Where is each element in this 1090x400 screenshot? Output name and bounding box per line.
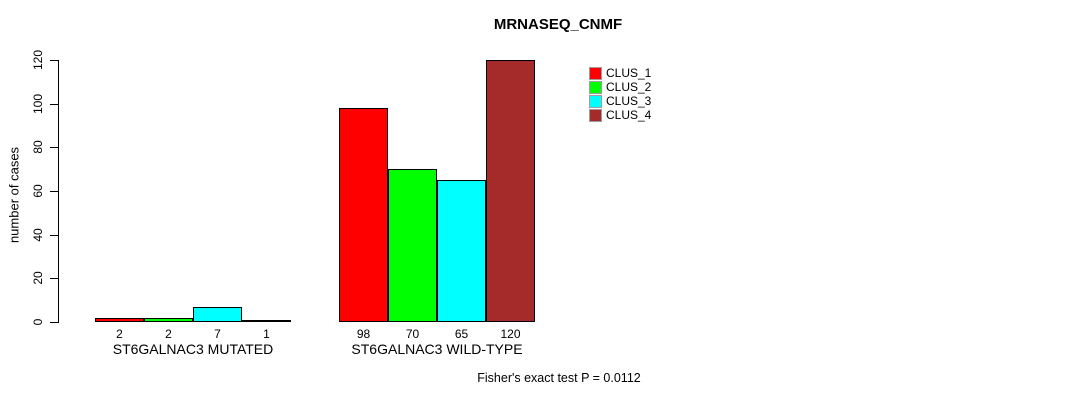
bar-clus_1-group1 bbox=[95, 318, 144, 322]
chart-title: MRNASEQ_CNMF bbox=[493, 16, 623, 33]
y-tick-mark bbox=[50, 147, 58, 149]
legend-label: CLUS_2 bbox=[606, 80, 652, 94]
bar-value-label: 1 bbox=[263, 327, 270, 341]
y-tick-mark bbox=[50, 191, 58, 192]
legend-swatch-icon bbox=[589, 81, 602, 94]
bar-value-label: 7 bbox=[214, 327, 221, 341]
bar-value-label: 2 bbox=[165, 327, 172, 341]
bar-clus_3-group1 bbox=[193, 307, 242, 322]
bar-clus_1-group2 bbox=[339, 108, 388, 322]
y-tick-label: 40 bbox=[31, 227, 45, 242]
bar-clus_3-group2 bbox=[437, 180, 486, 322]
y-tick-label: 80 bbox=[31, 140, 45, 155]
bar-value-label: 65 bbox=[454, 327, 469, 341]
group-label-2: ST6GALNAC3 WILD-TYPE bbox=[351, 341, 523, 357]
legend-label: CLUS_1 bbox=[606, 66, 652, 80]
y-tick-label: 20 bbox=[31, 271, 45, 286]
y-tick-mark bbox=[50, 60, 58, 61]
group-label-1: ST6GALNAC3 MUTATED bbox=[112, 341, 274, 357]
y-tick-label: 120 bbox=[31, 49, 45, 71]
fisher-test-annotation: Fisher's exact test P = 0.0112 bbox=[477, 371, 641, 385]
legend-label: CLUS_4 bbox=[606, 108, 652, 122]
y-tick-mark bbox=[50, 278, 58, 280]
bar-value-label: 2 bbox=[116, 327, 123, 341]
legend-swatch-icon bbox=[589, 109, 602, 122]
legend-swatch-icon bbox=[589, 67, 602, 80]
y-tick-label: 60 bbox=[31, 184, 45, 198]
bar-clus_4-group2 bbox=[486, 60, 535, 322]
bar-clus_2-group1 bbox=[144, 318, 193, 322]
y-tick-label: 0 bbox=[31, 318, 45, 326]
y-axis-line bbox=[58, 60, 59, 323]
legend-label: CLUS_3 bbox=[606, 94, 652, 108]
y-tick-mark bbox=[50, 103, 58, 105]
bar-clus_2-group2 bbox=[388, 169, 437, 322]
y-tick-label: 100 bbox=[31, 93, 45, 114]
y-tick-mark bbox=[50, 322, 58, 323]
bar-clus_4-group1 bbox=[242, 320, 291, 322]
y-axis-title: number of cases bbox=[6, 146, 22, 244]
bar-value-label: 70 bbox=[405, 327, 420, 341]
bar-value-label: 98 bbox=[356, 327, 371, 341]
legend-swatch-icon bbox=[589, 95, 602, 108]
y-tick-mark bbox=[50, 234, 58, 236]
bar-value-label: 120 bbox=[500, 327, 521, 341]
